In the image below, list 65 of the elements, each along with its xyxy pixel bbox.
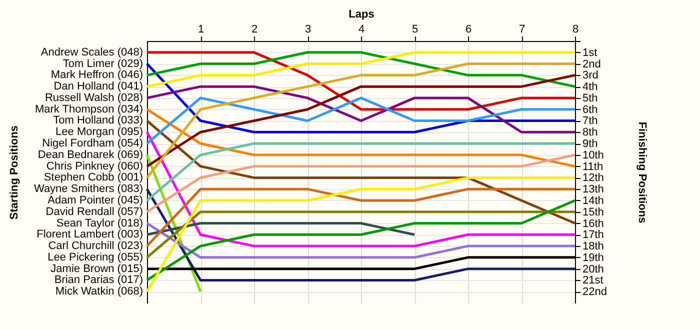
line-series	[146, 96, 576, 145]
y-tick-label: 11th	[582, 160, 604, 173]
series-label: Sean Taylor (018)	[56, 217, 143, 230]
y-tick-label: 8th	[582, 126, 598, 139]
series-label: Florent Lambert (003)	[36, 228, 143, 241]
y-axis-title: Finishing Positions	[636, 122, 648, 224]
y-tick-label: 1st	[582, 46, 598, 59]
line-series	[146, 74, 576, 168]
series-label: Tom Limer (029)	[62, 58, 143, 70]
series-label: Andrew Scales (048)	[40, 46, 143, 58]
line-series	[146, 51, 576, 111]
x-tick-label: 4	[358, 24, 365, 36]
series-label: Chris Pinkney (060)	[46, 160, 143, 172]
y-tick-label: 15th	[582, 206, 604, 218]
line-series	[146, 51, 576, 88]
series-label: Adam Pointer (045)	[48, 194, 143, 206]
line-series	[146, 119, 576, 225]
y-tick-label: 7th	[582, 115, 598, 128]
y-tick-label: 2nd	[582, 58, 601, 70]
y-tick-label: 21st	[582, 274, 604, 287]
y-tick-label: 17th	[582, 229, 604, 242]
y-tick-label: 18th	[582, 240, 604, 253]
y-tick-label: 20th	[582, 263, 604, 276]
series-label: Wayne Smithers (083)	[34, 183, 143, 196]
series-label: Carl Churchill (023)	[48, 240, 143, 252]
x-tick-label: 3	[304, 24, 312, 36]
series-label: Stephen Cobb (001)	[44, 172, 143, 184]
y-tick-label: 9th	[582, 138, 598, 150]
y-tick-label: 16th	[582, 218, 604, 230]
line-series	[146, 108, 576, 168]
text: Starting Positions	[8, 125, 20, 220]
series-label: Russell Walsh (028)	[44, 92, 143, 104]
y-tick-label: 4th	[582, 81, 598, 94]
y-tick-label: 12th	[582, 172, 604, 184]
x-tick-label: 2	[251, 24, 258, 36]
series-label: Mick Watkin (068)	[55, 286, 143, 298]
line-series	[146, 154, 576, 214]
line-series	[146, 176, 576, 293]
y-tick-label: 14th	[582, 194, 604, 207]
series-label: Lee Pickering (055)	[48, 251, 143, 264]
line-series	[146, 85, 576, 134]
y-tick-label: 6th	[582, 104, 598, 116]
y-tick-label: 19th	[582, 252, 604, 264]
line-series	[146, 62, 576, 179]
x-axis-title: Laps	[348, 8, 374, 20]
series-label: Dan Holland (041)	[54, 80, 143, 93]
x-tick-label: 7	[518, 24, 526, 36]
y-tick-label: 5th	[582, 92, 598, 104]
series-label: Brian Parias (017)	[54, 274, 143, 286]
series-label: Mark Thompson (034)	[34, 103, 143, 116]
series-label: Lee Morgan (095)	[56, 126, 143, 138]
series-label: Dean Bednarek (069)	[38, 148, 143, 161]
y-tick-label: 13th	[582, 184, 604, 196]
y-tick-label: 22nd	[582, 286, 607, 298]
y-tick-label: 10th	[582, 149, 604, 162]
series-label: Jamie Brown (015)	[50, 262, 143, 275]
series-label: Mark Heffron (046)	[50, 69, 143, 82]
y-tick-label: 3rd	[582, 70, 598, 82]
x-tick-label: 1	[198, 24, 204, 36]
series-label: David Rendall (057)	[46, 206, 143, 218]
series-label: Nigel Fordham (054)	[42, 138, 143, 150]
x-tick-label: 8	[572, 24, 579, 36]
series-label: Tom Holland (033)	[53, 114, 143, 127]
x-tick-label: 5	[412, 24, 418, 36]
x-tick-label: 6	[465, 24, 472, 36]
